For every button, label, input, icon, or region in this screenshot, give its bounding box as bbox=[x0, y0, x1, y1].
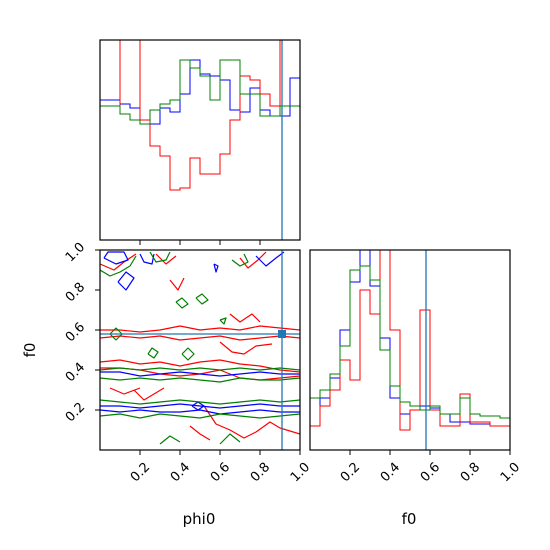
panel-frame bbox=[309, 249, 511, 451]
contour-line bbox=[149, 251, 171, 263]
x-tick-label: 0.6 bbox=[208, 460, 233, 485]
contour-line bbox=[103, 251, 129, 265]
contour-line bbox=[117, 271, 135, 291]
f0-xlabel: f0 bbox=[402, 510, 417, 528]
x-tick-label: 1.0 bbox=[288, 460, 313, 485]
contour-line bbox=[219, 433, 241, 445]
x-tick-label: 0.8 bbox=[248, 460, 273, 485]
phi0-xlabel: phi0 bbox=[183, 510, 216, 528]
x-tick-label: 0.8 bbox=[458, 460, 483, 485]
histogram-series-2 bbox=[100, 59, 300, 240]
contour-line bbox=[231, 253, 249, 267]
contour-line bbox=[213, 263, 219, 273]
contour-line bbox=[100, 399, 300, 405]
x-tick-label: 0.4 bbox=[378, 460, 403, 485]
contour-line bbox=[219, 317, 227, 325]
histogram-series-1 bbox=[100, 40, 300, 240]
contour-line bbox=[139, 253, 155, 265]
contour-line bbox=[100, 335, 300, 341]
contour-line bbox=[219, 341, 273, 355]
contour-line bbox=[100, 359, 300, 373]
contour-line bbox=[133, 387, 165, 401]
y-tick-label: 1.0 bbox=[63, 240, 88, 265]
panel-frame bbox=[99, 39, 301, 241]
contour-line bbox=[109, 387, 141, 395]
contour-line bbox=[191, 401, 205, 411]
contour-line bbox=[100, 253, 137, 271]
y-tick-label: 0.6 bbox=[63, 320, 88, 345]
contour-line bbox=[169, 277, 185, 291]
contour-line bbox=[181, 347, 195, 361]
y-tick-label: 0.4 bbox=[63, 360, 88, 385]
histogram-series-2 bbox=[310, 265, 510, 450]
contour-line bbox=[147, 347, 159, 359]
phi0-f0-contour-panel: 0.2 0.4 0.6 0.8 1.0 0.2 0.4 0.6 0.8 1.0 bbox=[63, 240, 313, 485]
contour-line bbox=[189, 425, 211, 441]
contour-line bbox=[255, 251, 285, 267]
contour-line bbox=[155, 253, 177, 265]
x-tick-label: 0.6 bbox=[418, 460, 443, 485]
contour-line bbox=[100, 255, 137, 277]
f0-ylabel: f0 bbox=[21, 343, 39, 358]
contour-line bbox=[159, 435, 181, 445]
contour-line bbox=[100, 409, 300, 415]
contour-line bbox=[175, 297, 189, 309]
contour-line bbox=[239, 251, 267, 269]
x-tick-label: 1.0 bbox=[498, 460, 523, 485]
y-tick-label: 0.2 bbox=[63, 400, 88, 425]
x-tick-label: 0.4 bbox=[168, 460, 193, 485]
y-tick-label: 0.8 bbox=[63, 280, 88, 305]
contour-line bbox=[100, 403, 300, 409]
contour-line bbox=[229, 313, 261, 323]
histogram-series-0 bbox=[100, 59, 300, 240]
panel-frame bbox=[99, 249, 301, 451]
contour-line bbox=[100, 371, 300, 377]
f0-histogram-panel: 0.2 0.4 0.6 0.8 1.0 bbox=[309, 249, 523, 485]
contour-line bbox=[203, 405, 300, 439]
x-tick-label: 0.2 bbox=[338, 460, 363, 485]
contour-line bbox=[195, 293, 209, 305]
phi0-histogram-panel bbox=[99, 39, 301, 245]
truth-marker bbox=[278, 330, 286, 338]
x-tick-label: 0.2 bbox=[128, 460, 153, 485]
contour-line bbox=[100, 367, 300, 371]
contour-line bbox=[100, 413, 300, 419]
contour-line bbox=[100, 377, 300, 383]
contour-line bbox=[100, 325, 300, 333]
